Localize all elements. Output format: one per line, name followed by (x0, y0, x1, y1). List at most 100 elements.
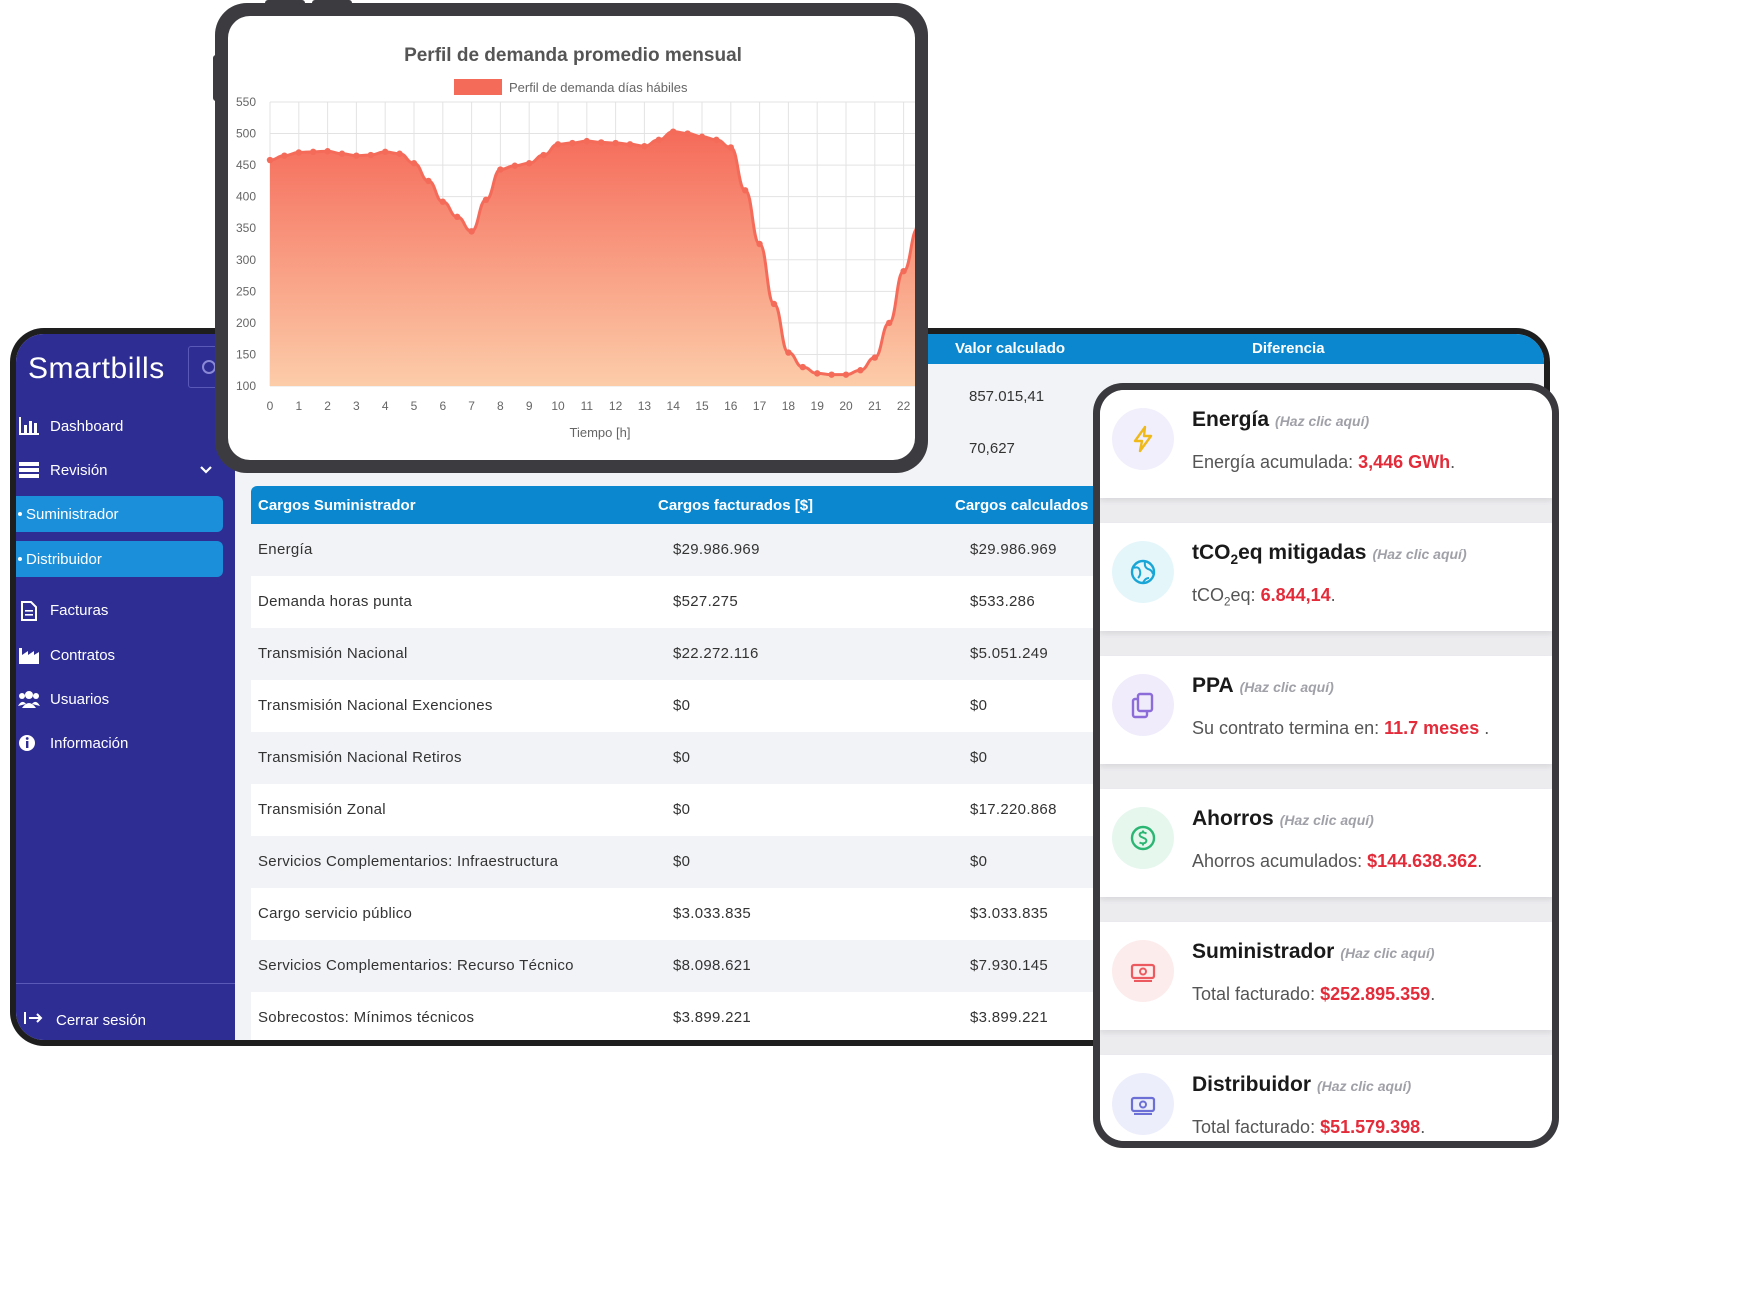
data-point (540, 151, 547, 159)
sidebar-item-label: Revisión (50, 461, 108, 479)
summary-value: 70,627 (969, 440, 1015, 457)
chevron-down-icon (199, 462, 213, 478)
x-tick-label: 22 (897, 399, 911, 413)
data-point (482, 196, 490, 204)
x-tick-label: 15 (695, 399, 709, 413)
table-cell: Energía (258, 541, 313, 558)
sidebar-item-revision[interactable]: Revisión (16, 451, 235, 489)
chart-device-frame: Perfil de demanda promedio mensual Perfi… (215, 3, 928, 473)
y-tick-label: 250 (236, 284, 256, 298)
card-value: 11.7 meses (1384, 718, 1480, 738)
x-tick-label: 21 (868, 399, 882, 413)
card-ahorros[interactable]: Ahorros (Haz clic aquí) Ahorros acumulado… (1100, 789, 1552, 897)
table-row: Energía $29.986.969 $29.986.969 (251, 524, 1111, 576)
y-tick-label: 450 (236, 158, 256, 172)
users-icon (18, 690, 40, 708)
sidebar-item-facturas[interactable]: Facturas (16, 591, 108, 629)
table-cell: $3.899.221 (970, 1009, 1049, 1026)
card-value: $252.895.359 (1320, 984, 1431, 1004)
data-point (641, 142, 648, 150)
table-row: Transmisión Zonal $0 $17.220.868 (251, 784, 1111, 836)
data-point (785, 349, 792, 356)
data-point (698, 133, 706, 140)
cash-icon (1112, 940, 1174, 1002)
sidebar-divider (16, 983, 235, 984)
card-tco2eq[interactable]: tCO2eq mitigadas (Haz clic aquí) tCO2eq: … (1100, 523, 1552, 631)
y-tick-label: 500 (236, 127, 256, 141)
sidebar-item-suministrador[interactable]: Suministrador (16, 496, 223, 532)
sidebar-item-informacion[interactable]: Información (16, 724, 128, 762)
data-point (770, 300, 778, 308)
x-tick-label: 5 (411, 399, 418, 413)
legend-label: Perfil de demanda días hábiles (509, 80, 688, 95)
table-cell: $527.275 (673, 593, 738, 610)
documents-icon (1112, 674, 1174, 736)
card-detail: Su contrato termina en: 11.7 meses . (1192, 718, 1490, 738)
table-cell: $29.986.969 (673, 541, 760, 558)
table-cell: Sobrecostos: Mínimos técnicos (258, 1009, 475, 1026)
cash-icon (1112, 1073, 1174, 1135)
series-area (270, 131, 915, 386)
card-title: Ahorros (Haz clic aquí) (1192, 807, 1374, 830)
logout-label: Cerrar sesión (56, 1011, 147, 1029)
card-title: PPA (Haz clic aquí) (1192, 674, 1334, 697)
data-point (266, 156, 274, 164)
data-point (670, 128, 677, 135)
sidebar: Smartbills Dashboard Revisión Sumin (16, 334, 235, 1040)
x-tick-label: 14 (667, 399, 681, 413)
table-cell: Cargo servicio público (258, 905, 413, 922)
bullet-icon (18, 557, 22, 561)
column-header: Cargos facturados [$] (658, 497, 814, 514)
data-point (324, 148, 331, 155)
legend-swatch (454, 79, 502, 95)
card-hint: (Haz clic aquí) (1340, 945, 1435, 961)
data-point (454, 213, 461, 221)
card-distribuidor[interactable]: Distribuidor (Haz clic aquí) Total factur… (1100, 1055, 1552, 1141)
data-point (857, 367, 864, 374)
y-tick-label: 400 (236, 190, 256, 204)
logout-button[interactable]: Cerrar sesión (24, 1010, 146, 1030)
y-tick-label: 350 (236, 221, 256, 235)
table-cell: $3.033.835 (970, 905, 1049, 922)
table-row: Cargo servicio público $3.033.835 $3.033.8… (251, 888, 1111, 940)
sidebar-item-contratos[interactable]: Contratos (16, 636, 115, 674)
card-value: $51.579.398 (1320, 1117, 1421, 1137)
sidebar-item-usuarios[interactable]: Usuarios (16, 680, 109, 718)
sidebar-item-label: Usuarios (50, 690, 110, 708)
data-point (799, 363, 806, 371)
data-point (338, 150, 346, 157)
x-tick-label: 6 (439, 399, 446, 413)
data-point (468, 228, 475, 235)
data-point (612, 139, 619, 147)
data-point (842, 371, 850, 378)
card-value: 3,446 GWh (1358, 452, 1451, 472)
x-tick-label: 13 (638, 399, 652, 413)
table-row: Demanda horas punta $527.275 $533.286 (251, 576, 1111, 628)
charges-table-header: Cargos Suministrador Cargos facturados [… (251, 486, 1111, 524)
card-value: $144.638.362 (1367, 851, 1478, 871)
column-header: Cargos Suministrador (258, 497, 416, 514)
table-cell: Transmisión Zonal (258, 801, 386, 818)
logout-icon (24, 1010, 44, 1030)
data-point (886, 319, 893, 327)
summary-value: 857.015,41 (969, 388, 1045, 405)
cards-device-frame: Energía (Haz clic aquí) Energía acumulada… (1093, 383, 1559, 1148)
card-title: Energía (Haz clic aquí) (1192, 408, 1370, 431)
globe-icon (1112, 541, 1174, 603)
data-point (583, 137, 590, 145)
card-energia[interactable]: Energía (Haz clic aquí) Energía acumulada… (1100, 390, 1552, 498)
table-cell: $533.286 (970, 593, 1035, 610)
card-ppa[interactable]: PPA (Haz clic aquí) Su contrato termina e… (1100, 656, 1552, 764)
sidebar-item-label: Información (50, 734, 129, 752)
sidebar-item-dashboard[interactable]: Dashboard (16, 407, 123, 445)
x-tick-label: 16 (724, 399, 738, 413)
sidebar-item-distribuidor[interactable]: Distribuidor (16, 541, 223, 577)
y-tick-label: 100 (236, 379, 256, 393)
x-tick-label: 8 (497, 399, 504, 413)
brand-logo: Smartbills (28, 352, 165, 385)
table-cell: $0 (673, 697, 691, 714)
data-point (814, 370, 821, 377)
data-point (353, 152, 360, 159)
card-suministrador[interactable]: Suministrador (Haz clic aquí) Total factu… (1100, 922, 1552, 1030)
table-cell: Servicios Complementarios: Infraestructu… (258, 853, 559, 870)
